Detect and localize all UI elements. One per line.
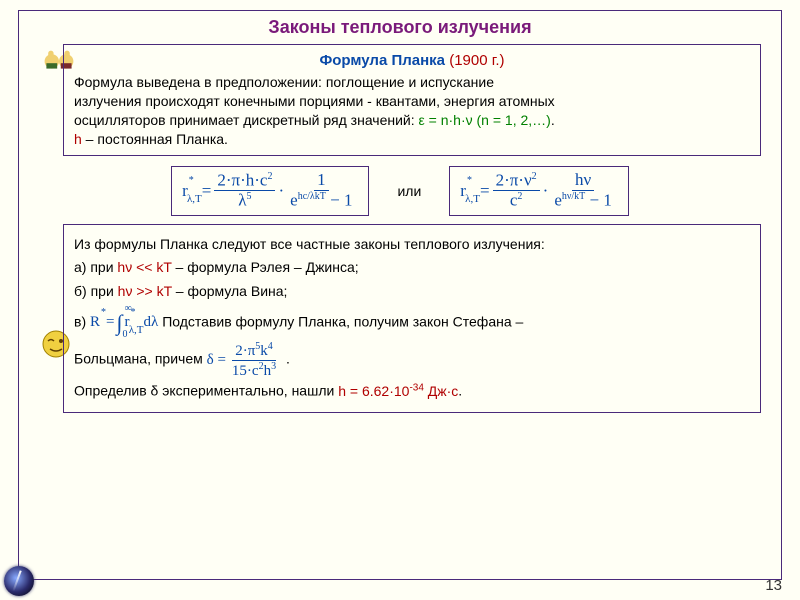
r-lambda-T: r*λ,T [182,181,188,201]
fraction-1a: 2·π·h·c2 λ5 [214,171,275,211]
intro-box: Формула Планка (1900 г.) Формула выведен… [63,44,761,156]
conseq-line-d: Больцмана, причем δ = 2·π5k4 15·c2h3 . [74,341,750,379]
fraction-2a: 2·π·ν2 c2 [493,171,540,211]
conseq-line-c: в) R* = ∫∞0 r*λ,T dλ Подставив формулу П… [74,304,750,341]
formula-name: Формула Планка (1900 г.) [74,51,750,71]
conseq-line-1: Из формулы Планка следуют все частные за… [74,233,750,257]
page-number: 13 [765,577,782,594]
planck-formula-nu: r*λ,T = 2·π·ν2 c2 · hν ehν/kT − 1 [449,166,629,216]
epsilon-formula: ε = n·h·ν (n = 1, 2,…) [419,112,551,128]
planck-formula-lambda: r*λ,T = 2·π·h·c2 λ5 · 1 ehc/λkT − 1 [171,166,369,216]
h-constant: h [74,131,82,147]
conseq-line-a: а) при hν << kT – формула Рэлея – Джинса… [74,256,750,280]
fraction-1b: 1 ehc/λkT − 1 [287,171,355,210]
intro-line-2: излучения происходят конечными порциями … [74,92,750,111]
subtitle-main: Формула Планка [319,52,445,69]
or-label: или [397,183,421,199]
intro-line-3: осцилляторов принимает дискретный ряд зн… [74,111,750,130]
conseq-line-b: б) при hν >> kT – формула Вина; [74,280,750,304]
r-lambda-T-2: r*λ,T [460,181,466,201]
logo-icon [4,566,34,596]
fraction-2b: hν ehν/kT − 1 [551,171,615,210]
integral-icon: ∫∞0 [116,304,122,341]
intro-line-4: h – постоянная Планка. [74,130,750,149]
conseq-line-e: Определив δ экспериментально, нашли h = … [74,379,750,403]
delta-formula: δ = 2·π5k4 15·c2h3 [207,341,282,379]
consequences-box: Из формулы Планка следуют все частные за… [63,224,761,413]
formula-row: r*λ,T = 2·π·h·c2 λ5 · 1 ehc/λkT − 1 или … [19,166,781,216]
subtitle-year: (1900 г.) [445,52,505,69]
slide-frame: Законы теплового излучения Формула Планк… [18,10,782,580]
integral-formula: R* = ∫∞0 r*λ,T dλ [90,304,158,341]
intro-line-1: Формула выведена в предположении: поглощ… [74,73,750,92]
slide-title: Законы теплового излучения [19,11,781,42]
